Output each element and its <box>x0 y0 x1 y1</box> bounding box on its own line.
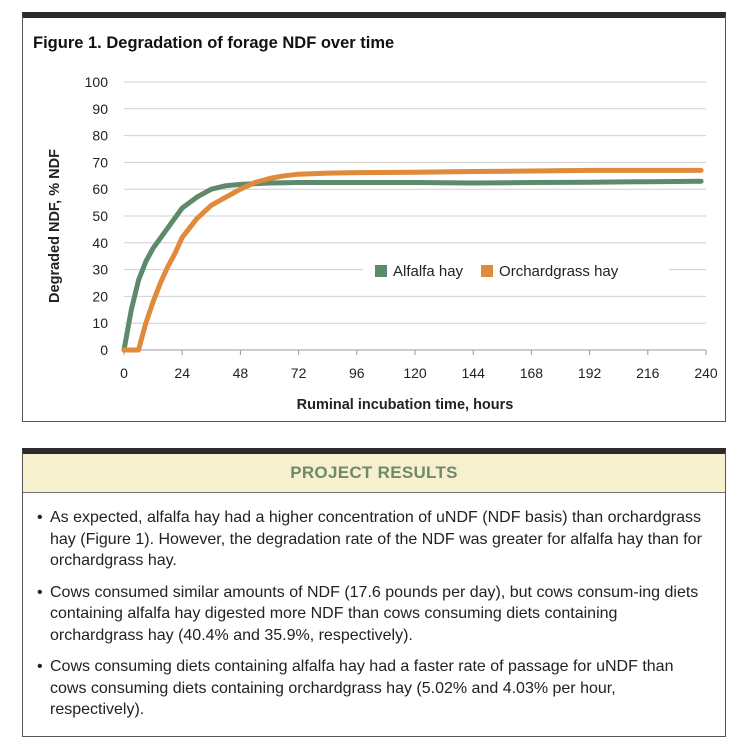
legend-box <box>363 256 669 286</box>
x-tick-label: 216 <box>636 365 660 381</box>
x-tick-label: 192 <box>578 365 602 381</box>
figure-panel: Figure 1. Degradation of forage NDF over… <box>22 12 726 422</box>
line-chart: 0 10 20 30 40 50 60 70 80 90 100 0 24 48 72 96 120 144 168… <box>47 74 718 413</box>
results-item-text: As expected, alfalfa hay had a higher co… <box>50 509 702 569</box>
x-tick-label: 240 <box>694 365 718 381</box>
series-line <box>121 178 704 353</box>
y-tick-label: 50 <box>92 208 108 224</box>
y-tick-label: 90 <box>92 101 108 117</box>
x-tick-label: 120 <box>403 365 427 381</box>
y-tick-label: 40 <box>92 235 108 251</box>
results-item-text: Cows consuming diets containing alfalfa … <box>50 658 674 718</box>
results-item: • Cows consumed similar amounts of NDF (… <box>37 582 707 647</box>
x-tick-label: 0 <box>120 365 128 381</box>
results-heading: PROJECT RESULTS <box>290 463 458 482</box>
y-tick-label: 0 <box>100 342 108 358</box>
results-item: • Cows consuming diets containing alfalf… <box>37 656 707 721</box>
bullet-icon: • <box>37 658 43 675</box>
x-tick-label: 48 <box>233 365 249 381</box>
y-tick-label: 30 <box>92 262 108 278</box>
bullet-icon: • <box>37 509 43 526</box>
legend-label: Alfalfa hay <box>393 263 464 280</box>
results-list: • As expected, alfalfa hay had a higher … <box>23 493 725 721</box>
bullet-icon: • <box>37 583 43 601</box>
y-tick-label: 80 <box>92 128 108 144</box>
y-tick-label: 10 <box>92 315 108 331</box>
results-item-text: Cows consumed similar amounts of NDF (17… <box>50 583 699 644</box>
x-tick-label: 96 <box>349 365 365 381</box>
legend-label: Orchardgrass hay <box>499 263 619 280</box>
x-tick-label: 72 <box>291 365 307 381</box>
y-tick-label: 20 <box>92 288 108 304</box>
y-tick-label: 60 <box>92 181 108 197</box>
results-panel: PROJECT RESULTS • As expected, alfalfa h… <box>22 448 726 737</box>
y-tick-label: 70 <box>92 154 108 170</box>
legend-swatch <box>481 265 494 277</box>
series-line <box>121 167 704 353</box>
y-tick-label: 100 <box>85 74 109 90</box>
y-axis-title: Degraded NDF, % NDF <box>47 149 63 303</box>
legend-swatch <box>375 265 387 277</box>
figure-title: Figure 1. Degradation of forage NDF over… <box>33 34 395 52</box>
x-tick-label: 168 <box>520 365 544 381</box>
results-item: • As expected, alfalfa hay had a higher … <box>37 507 707 572</box>
results-header: PROJECT RESULTS <box>23 454 725 493</box>
x-tick-label: 144 <box>462 365 486 381</box>
x-axis-title: Ruminal incubation time, hours <box>297 397 514 413</box>
x-tick-label: 24 <box>174 365 190 381</box>
